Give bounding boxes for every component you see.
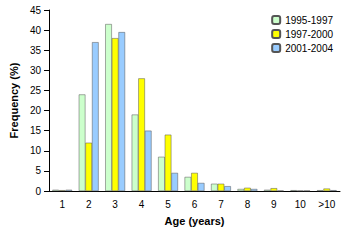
- svg-text:15: 15: [30, 125, 42, 136]
- svg-text:5: 5: [165, 199, 171, 210]
- svg-text:5: 5: [35, 165, 41, 176]
- svg-text:30: 30: [30, 65, 42, 76]
- svg-text:2001-2004: 2001-2004: [285, 43, 333, 54]
- svg-text:8: 8: [245, 199, 251, 210]
- svg-text:1997-2000: 1997-2000: [285, 29, 333, 40]
- svg-text:7: 7: [218, 199, 224, 210]
- svg-text:40: 40: [30, 25, 42, 36]
- svg-text:1: 1: [59, 199, 65, 210]
- svg-text:3: 3: [112, 199, 118, 210]
- svg-text:Age (years): Age (years): [165, 215, 225, 227]
- svg-text:35: 35: [30, 45, 42, 56]
- svg-text:Frequency (%): Frequency (%): [8, 62, 20, 138]
- svg-text:25: 25: [30, 85, 42, 96]
- svg-text:0: 0: [35, 186, 41, 197]
- svg-text:1995-1997: 1995-1997: [285, 15, 333, 26]
- svg-text:2: 2: [86, 199, 92, 210]
- svg-text:4: 4: [139, 199, 145, 210]
- svg-text:>10: >10: [318, 199, 335, 210]
- svg-text:10: 10: [30, 145, 42, 156]
- svg-text:10: 10: [295, 199, 307, 210]
- svg-text:20: 20: [30, 105, 42, 116]
- svg-text:9: 9: [271, 199, 277, 210]
- svg-text:6: 6: [192, 199, 198, 210]
- svg-text:45: 45: [30, 5, 42, 16]
